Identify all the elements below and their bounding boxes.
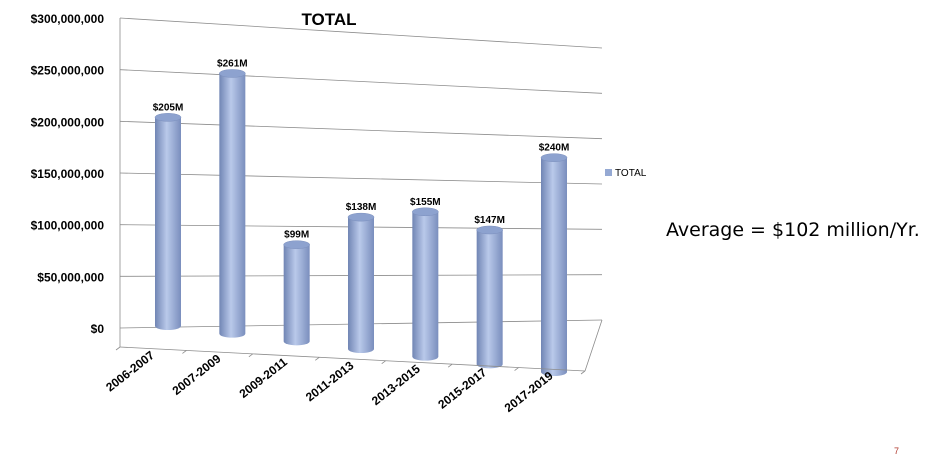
bar-top	[283, 240, 310, 249]
data-label: $261M	[217, 58, 248, 69]
y-tick-label: $0	[91, 322, 105, 336]
bar-top	[219, 69, 246, 78]
legend-swatch	[605, 169, 612, 176]
gridline	[119, 17, 603, 49]
bar-body	[541, 157, 567, 376]
gridline	[119, 172, 603, 185]
bar-body	[155, 117, 181, 330]
bar	[476, 225, 503, 369]
data-label: $240M	[539, 143, 570, 154]
average-annotation: Average = $102 million/Yr.	[666, 219, 920, 241]
x-tick-mark	[248, 353, 254, 358]
bar	[219, 69, 246, 338]
y-tick-label: $150,000,000	[31, 167, 105, 181]
legend: TOTAL	[605, 168, 647, 179]
bar-top	[412, 207, 439, 217]
bar-body	[283, 244, 310, 346]
bar	[540, 153, 568, 376]
legend-label: TOTAL	[615, 168, 647, 179]
bar	[412, 207, 439, 361]
x-tick-label: 2015-2017	[435, 365, 489, 412]
page-number: 7	[894, 446, 900, 456]
bar-body	[412, 211, 439, 361]
x-tick-mark	[580, 370, 586, 375]
chart-title: TOTAL	[301, 10, 356, 29]
x-tick-mark	[514, 367, 519, 371]
data-label: $155M	[410, 197, 441, 208]
y-tick-label: $100,000,000	[31, 219, 105, 233]
bar-top	[154, 113, 182, 122]
data-label: $147M	[474, 215, 505, 226]
x-tick-mark	[182, 350, 187, 354]
bar-body	[348, 217, 374, 353]
x-axis-line	[119, 346, 586, 372]
data-label: $205M	[153, 102, 184, 113]
bar-top	[476, 225, 503, 235]
x-tick-mark	[381, 360, 386, 365]
floor-edge	[584, 319, 603, 372]
y-tick-label: $300,000,000	[31, 12, 105, 26]
bar-top	[540, 153, 568, 162]
bar-body	[476, 229, 503, 369]
x-tick-mark	[115, 346, 121, 351]
x-tick-mark	[315, 356, 320, 361]
data-label: $138M	[346, 202, 377, 213]
x-tick-mark	[447, 363, 453, 368]
gridline	[119, 69, 603, 94]
x-tick-label: 2011-2013	[303, 358, 357, 404]
gridline	[119, 120, 603, 140]
x-tick-label: 2013-2015	[369, 362, 423, 409]
bar	[154, 113, 182, 330]
x-tick-label: 2017-2019	[502, 368, 556, 415]
x-tick-label: 2007-2009	[170, 351, 224, 398]
y-tick-label: $200,000,000	[31, 115, 105, 129]
bar	[347, 212, 375, 353]
x-tick-label: 2006-2007	[103, 348, 157, 395]
bar-top	[347, 212, 375, 222]
bar	[283, 240, 310, 346]
data-label: $99M	[284, 230, 309, 241]
bar-body	[219, 73, 246, 338]
y-tick-label: $250,000,000	[31, 64, 105, 78]
y-tick-label: $50,000,000	[37, 270, 104, 284]
x-tick-label: 2009-2011	[237, 355, 291, 401]
